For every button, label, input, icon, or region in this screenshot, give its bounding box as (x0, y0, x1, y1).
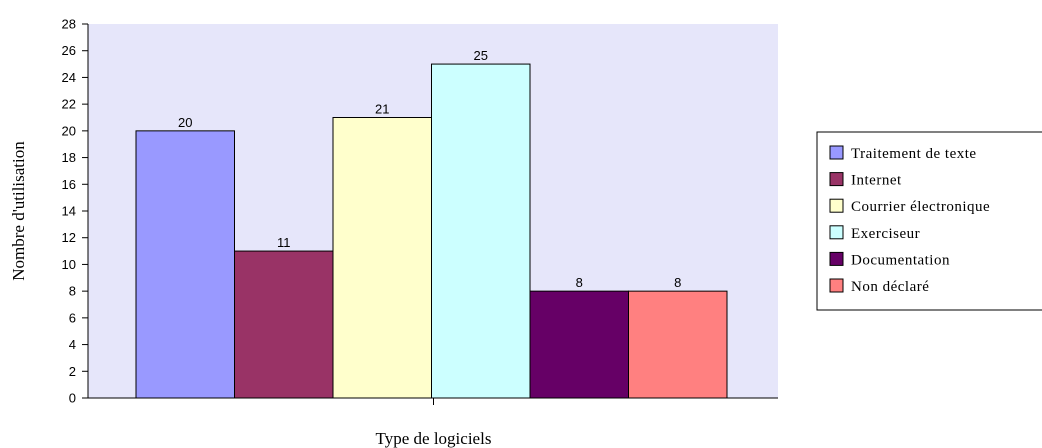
y-tick-label: 4 (69, 337, 76, 352)
legend-label: Non déclaré (851, 279, 929, 295)
data-labels: 20 11 21 25 8 8 (178, 48, 681, 290)
bar (628, 290, 728, 399)
legend: Traitement de texte Internet Courrier élec… (816, 131, 1042, 311)
legend-swatch (829, 145, 844, 160)
y-tick-label: 28 (62, 17, 76, 32)
y-tick-label: 8 (69, 284, 76, 299)
bar (135, 130, 235, 399)
data-label: 20 (178, 115, 192, 130)
legend-swatch (829, 172, 844, 187)
y-tick-label: 20 (62, 123, 76, 138)
legend-label: Internet (851, 173, 902, 189)
x-axis-title: Type de logiciels (376, 429, 492, 448)
y-tick-label: 22 (62, 97, 76, 112)
bar (234, 250, 334, 399)
legend-swatch (829, 225, 844, 240)
legend-swatch (829, 278, 844, 293)
legend-label: Courrier électronique (851, 199, 990, 215)
y-tick-label: 24 (62, 70, 76, 85)
y-tick-label: 16 (62, 177, 76, 192)
data-label: 8 (576, 275, 583, 290)
y-tick-label: 12 (62, 230, 76, 245)
y-tick-label: 14 (62, 204, 76, 219)
y-axis-title: Nombre d'utilisation (9, 141, 28, 281)
legend-swatch (829, 198, 844, 213)
y-tick-label: 18 (62, 150, 76, 165)
y-tick-label: 6 (69, 310, 76, 325)
legend-label: Traitement de texte (851, 146, 977, 162)
data-label: 8 (674, 275, 681, 290)
data-label: 21 (375, 102, 389, 117)
data-label: 25 (474, 48, 488, 63)
y-tick-label: 10 (62, 257, 76, 272)
y-tick-label: 2 (69, 364, 76, 379)
legend-label: Documentation (851, 252, 950, 268)
bar (332, 117, 432, 399)
legend-label: Exerciseur (851, 226, 920, 242)
bar (529, 290, 629, 399)
bars (135, 63, 728, 399)
y-tick-label: 0 (69, 391, 76, 406)
legend-box (816, 131, 1042, 311)
legend-swatch (829, 251, 844, 266)
bar (431, 63, 531, 399)
data-label: 11 (277, 235, 291, 250)
y-tick-label: 26 (62, 43, 76, 58)
